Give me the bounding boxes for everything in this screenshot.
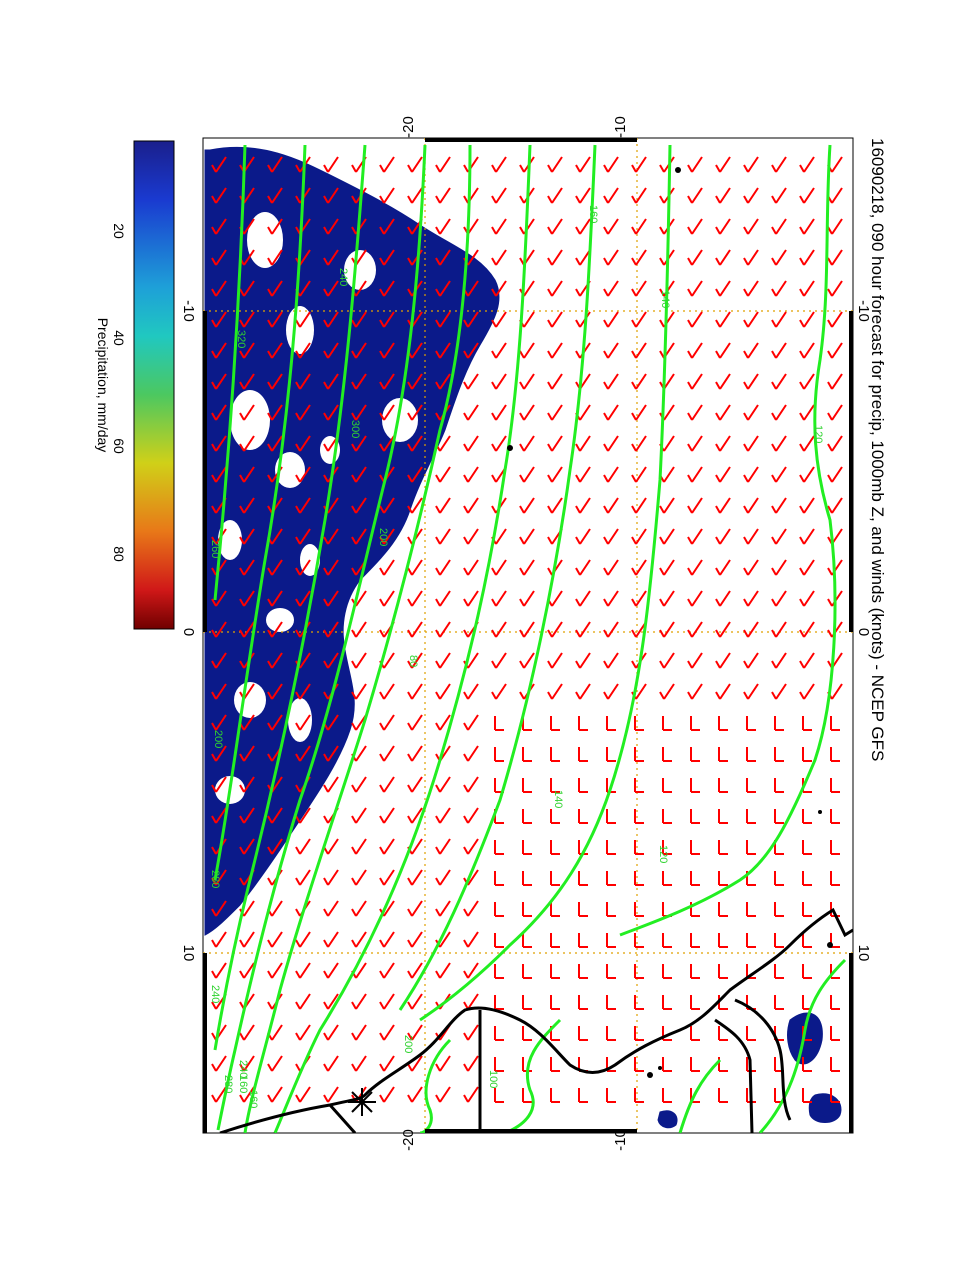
contour-label: 80: [407, 655, 419, 667]
contour-label: 280: [209, 870, 221, 888]
tick-label: -20: [400, 116, 417, 138]
bottom-tick-labels: -20 -10: [400, 1129, 629, 1151]
colorbar-ticks: 20 40 60 80: [111, 223, 127, 562]
tick-label: 10: [180, 945, 197, 962]
contour-label: 140: [659, 290, 671, 308]
tick-label: -10: [855, 300, 872, 322]
contour-label: 240: [337, 268, 349, 286]
contour-label: 200: [402, 1035, 414, 1053]
contour-label: 240: [209, 985, 221, 1003]
map-title: 16090218, 090 hour forecast for precip, …: [868, 138, 887, 761]
height-contours: [213, 144, 847, 1133]
coastline: [219, 907, 853, 1133]
colorbar-tick-label: 40: [111, 330, 127, 346]
map-content: 240 200 160 140 120 80 260 320 300 140 1…: [203, 138, 853, 1133]
axis-bars: [203, 138, 853, 1133]
colorbar-tick-label: 20: [111, 223, 127, 239]
contour-label: 300: [349, 420, 361, 438]
contour-label: 140: [552, 790, 564, 808]
tick-label: 0: [180, 628, 197, 636]
storm-marker: [348, 1088, 376, 1116]
contour-label: 200: [377, 528, 389, 546]
tick-label: 0: [855, 628, 872, 636]
contour-label: 200: [212, 730, 224, 748]
contour-label: 260: [209, 540, 221, 558]
contour-label: 240: [237, 1060, 249, 1078]
contour-label: 280: [222, 1075, 234, 1093]
colorbar-tick-label: 60: [111, 438, 127, 454]
contour-label: 120: [812, 425, 824, 443]
tick-label: -10: [612, 116, 629, 138]
top-tick-labels: -20 -10: [400, 116, 629, 138]
contour-label: 160: [587, 205, 599, 223]
colorbar: [133, 140, 175, 630]
contour-label: 320: [235, 330, 247, 348]
contour-label: 100: [487, 1070, 499, 1088]
contour-label: 120: [657, 845, 669, 863]
contour-label: 160: [247, 1090, 259, 1108]
tick-label: 10: [855, 945, 872, 962]
contour-label: 160: [237, 1075, 249, 1093]
tick-label: -10: [612, 1129, 629, 1151]
right-tick-labels: -10 0 10: [855, 300, 872, 961]
colorbar-tick-label: 80: [111, 546, 127, 562]
colorbar-label: Precipitation, mm/day: [95, 318, 111, 453]
islands: [507, 167, 833, 1078]
left-tick-labels: -10 0 10: [180, 300, 197, 961]
tick-label: -20: [400, 1129, 417, 1151]
tick-label: -10: [180, 300, 197, 322]
contour-labels: 240 200 160 140 120 80 260 320 300 140 1…: [209, 205, 824, 1108]
